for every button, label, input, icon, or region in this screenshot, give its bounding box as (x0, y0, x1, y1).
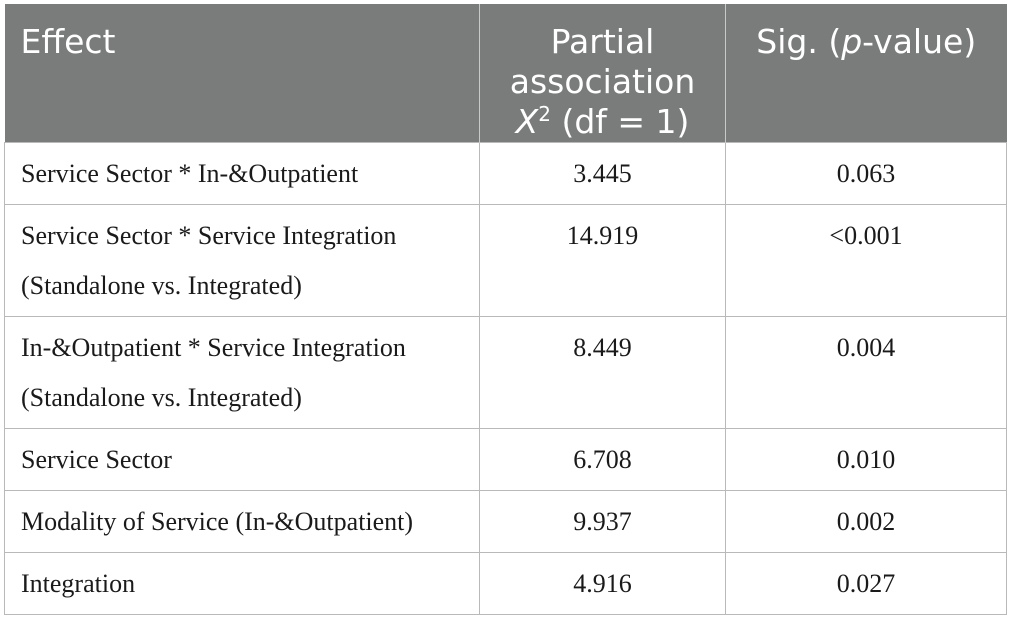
header-partial-association: Partial association X2 (df = 1) (479, 4, 726, 143)
chi2-cell: 3.445 (479, 142, 726, 205)
header-partial-line1: Partial (550, 22, 655, 61)
effect-line2: (Standalone vs. Integrated) (21, 383, 302, 412)
effect-line1: Service Sector * Service Integration (21, 221, 397, 250)
header-significance: Sig. (p-value) (725, 4, 1007, 143)
effect-line2: (Standalone vs. Integrated) (21, 271, 302, 300)
chi2-cell: 14.919 (479, 204, 726, 317)
effect-cell: Service Sector (4, 428, 480, 491)
results-table: Effect Partial association X2 (df = 1) S… (4, 4, 1007, 615)
header-partial-line2: association (509, 62, 696, 101)
effect-cell: In-&Outpatient * Service Integration (St… (4, 316, 480, 429)
effect-cell: Integration (4, 552, 480, 615)
effect-cell: Service Sector * Service Integration (St… (4, 204, 480, 317)
header-sig-p: p (841, 22, 863, 61)
effect-line1: In-&Outpatient * Service Integration (21, 333, 406, 362)
table-body: Service Sector * In-&Outpatient 3.445 0.… (4, 142, 1007, 615)
chi2-cell: 9.937 (479, 490, 726, 553)
table-row: In-&Outpatient * Service Integration (St… (4, 316, 1007, 429)
header-effect: Effect (4, 4, 480, 143)
chi2-cell: 8.449 (479, 316, 726, 429)
header-df: (df = 1) (550, 102, 690, 141)
sig-cell: 0.004 (725, 316, 1007, 429)
effect-cell: Service Sector * In-&Outpatient (4, 142, 480, 205)
sig-cell: <0.001 (725, 204, 1007, 317)
header-sig-pre: Sig. ( (756, 22, 842, 61)
table-row: Service Sector * Service Integration (St… (4, 204, 1007, 317)
effect-cell: Modality of Service (In-&Outpatient) (4, 490, 480, 553)
header-sig-post: -value) (862, 22, 977, 61)
table-row: Service Sector * In-&Outpatient 3.445 0.… (4, 142, 1007, 205)
header-row: Effect Partial association X2 (df = 1) S… (4, 4, 1007, 143)
sig-cell: 0.010 (725, 428, 1007, 491)
chi2-cell: 4.916 (479, 552, 726, 615)
sig-cell: 0.063 (725, 142, 1007, 205)
chi2-cell: 6.708 (479, 428, 726, 491)
table-row: Modality of Service (In-&Outpatient) 9.9… (4, 490, 1007, 553)
header-x-superscript: 2 (538, 102, 551, 126)
table-row: Integration 4.916 0.027 (4, 552, 1007, 615)
table-row: Service Sector 6.708 0.010 (4, 428, 1007, 491)
sig-cell: 0.027 (725, 552, 1007, 615)
table-header: Effect Partial association X2 (df = 1) S… (4, 4, 1007, 143)
header-x-symbol: X (515, 102, 539, 141)
sig-cell: 0.002 (725, 490, 1007, 553)
